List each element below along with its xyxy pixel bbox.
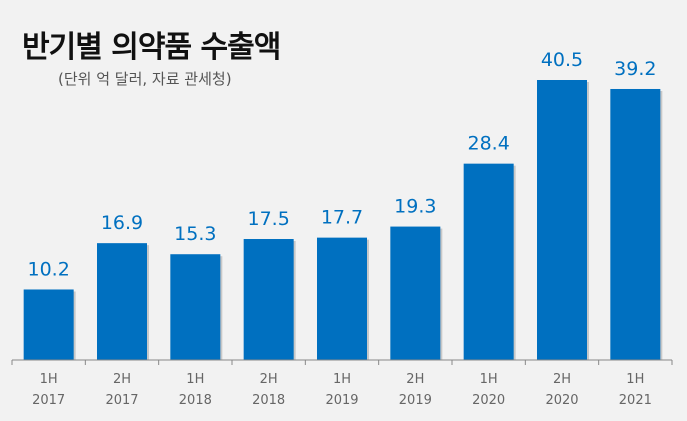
x-tick-label: 2H: [260, 372, 278, 387]
x-tick-label: 1H: [333, 372, 351, 387]
x-tick-label: 2017: [105, 393, 138, 408]
x-tick-label: 1H: [40, 372, 58, 387]
data-label: 10.2: [28, 258, 70, 280]
data-label: 28.4: [468, 133, 510, 155]
x-tick-label: 1H: [480, 372, 498, 387]
data-label: 40.5: [541, 49, 583, 71]
data-label: 19.3: [394, 196, 436, 218]
bar: [170, 254, 221, 360]
bar: [243, 239, 294, 360]
x-tick-label: 1H: [186, 372, 204, 387]
bar: [463, 163, 514, 360]
x-tick-label: 2018: [179, 393, 212, 408]
bar: [23, 289, 74, 360]
x-tick-label: 1H: [626, 372, 644, 387]
x-tick-label: 2021: [619, 393, 652, 408]
bar: [610, 88, 661, 360]
bar: [537, 80, 587, 360]
x-tick-label: 2H: [406, 372, 424, 387]
data-label: 15.3: [174, 223, 216, 245]
chart-subtitle: (단위 억 달러, 자료 관세청): [58, 70, 232, 88]
data-label: 17.5: [248, 208, 290, 230]
x-tick-label: 2H: [113, 372, 131, 387]
bar: [97, 243, 147, 360]
x-tick-label: 2019: [325, 393, 358, 408]
x-tick-label: 2019: [399, 393, 432, 408]
x-tick-label: 2H: [553, 372, 571, 387]
data-label: 17.7: [321, 207, 363, 229]
x-tick-label: 2020: [545, 393, 578, 408]
x-tick-label: 2018: [252, 393, 285, 408]
x-tick-label: 2017: [32, 393, 65, 408]
x-tick-label: 2020: [472, 393, 505, 408]
data-label: 39.2: [614, 58, 656, 80]
data-label: 16.9: [101, 212, 143, 234]
chart-title: 반기별 의약품 수출액: [22, 30, 281, 65]
bar: [317, 237, 367, 360]
bar: [390, 226, 441, 360]
